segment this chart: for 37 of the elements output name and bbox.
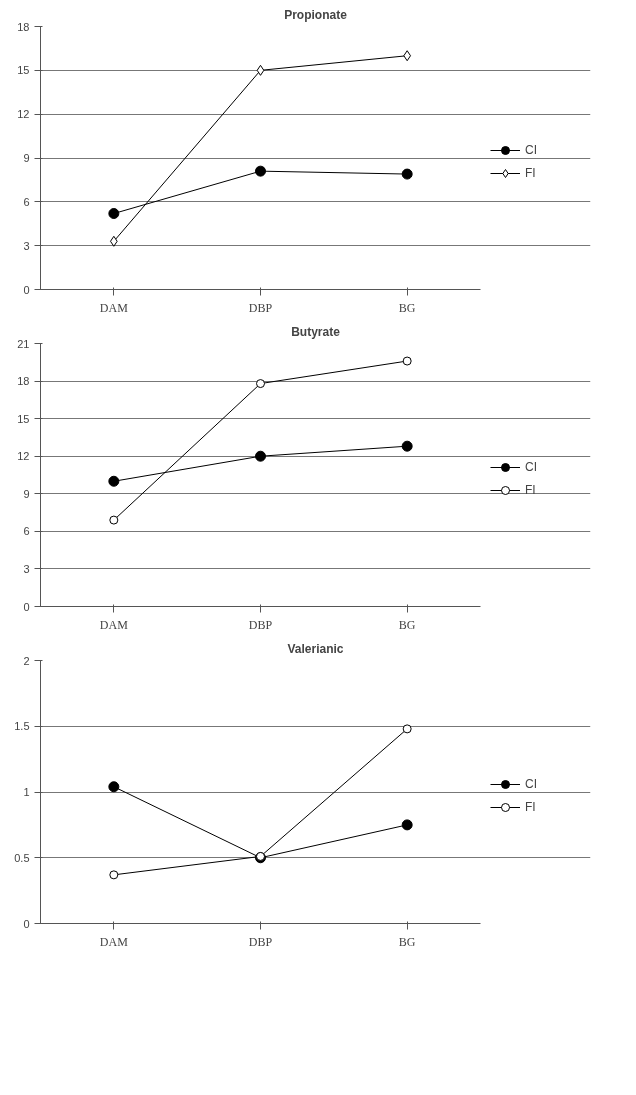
legend-label: CI <box>525 460 538 474</box>
x-tick-label: DAM <box>99 300 129 315</box>
y-tick-label: 3 <box>23 239 30 252</box>
x-tick-label: DBP <box>248 300 273 315</box>
chart-title: Valerianic <box>287 641 344 656</box>
x-tick-label: DBP <box>248 617 273 632</box>
chart-title: Butyrate <box>291 324 341 339</box>
legend-label: FI <box>525 166 537 180</box>
legend-label: CI <box>525 777 538 791</box>
chart-title: Propionate <box>284 7 348 22</box>
y-tick-label: 0 <box>23 283 30 296</box>
legend-label: FI <box>525 800 537 814</box>
y-tick-label: 0 <box>23 600 30 613</box>
x-tick-label: DAM <box>99 934 129 949</box>
legend-label: CI <box>525 143 538 157</box>
y-tick-label: 9 <box>23 487 30 500</box>
y-tick-label: 18 <box>17 20 30 33</box>
y-tick-label: 21 <box>17 337 30 350</box>
y-tick-label: 3 <box>23 562 30 575</box>
y-tick-label: 9 <box>23 152 30 164</box>
y-tick-label: 6 <box>23 525 30 538</box>
x-tick-label: BG <box>398 617 416 632</box>
y-tick-label: 18 <box>17 375 30 388</box>
y-tick-label: 6 <box>23 195 30 208</box>
y-tick-label: 12 <box>17 450 30 463</box>
y-tick-label: 0 <box>23 917 30 930</box>
x-tick-label: DAM <box>99 617 129 632</box>
y-tick-label: 0.5 <box>14 851 30 864</box>
y-tick-label: 1.5 <box>14 720 30 733</box>
y-tick-label: 15 <box>17 64 30 77</box>
y-tick-label: 2 <box>23 654 30 667</box>
x-tick-label: BG <box>398 300 416 315</box>
x-tick-label: BG <box>398 934 416 949</box>
y-tick-label: 1 <box>23 786 30 798</box>
y-tick-label: 12 <box>17 108 30 121</box>
x-tick-label: DBP <box>248 934 273 949</box>
y-tick-label: 15 <box>17 412 30 425</box>
